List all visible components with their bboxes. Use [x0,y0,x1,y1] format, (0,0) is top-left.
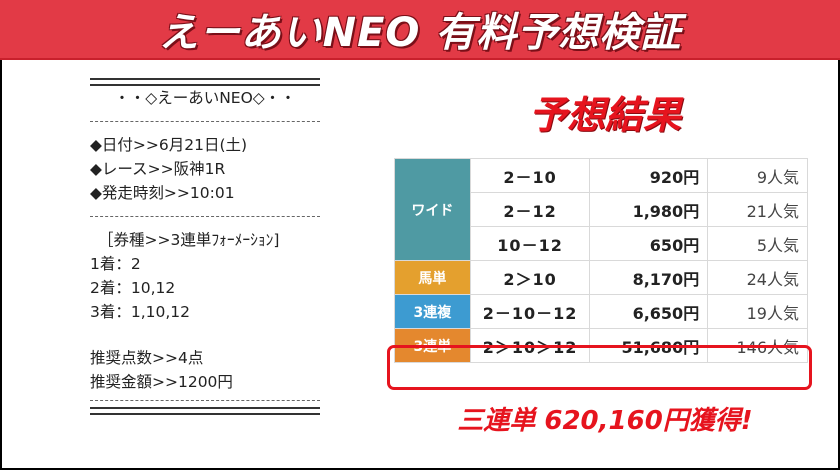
popularity-cell: 21人気 [707,192,808,227]
note-date: ◆日付>>6月21日(土) [90,136,248,154]
highlight-box [387,345,812,390]
divider-dashed [90,216,320,217]
combo-cell: 2－12 [469,192,591,227]
table-row: 10－12 650円 5人気 [395,226,808,261]
table-row: ワイド 2－10 920円 9人気 [394,158,808,261]
table-row: 3連複 2－10－12 6,650円 19人気 [394,294,808,329]
spacer [90,324,320,346]
profit-text: 三連単 620,160円獲得! [457,406,753,436]
payout-cell: 6,650円 [589,294,709,329]
note-header: ・・◇えーあいNEO◇・・ [114,89,296,107]
note-amount: 推奨金額>>1200円 [90,373,233,391]
payout-cell: 920円 [589,158,709,193]
table-row: 馬単 2＞10 8,170円 24人気 [394,260,808,295]
combo-cell: 2＞10 [469,260,591,295]
category-wide: ワイド [394,158,471,261]
note-first: 1着：2 [90,255,141,273]
banner-title: えーあいNEO 有料予想検証 [158,10,682,56]
note-time: ◆発走時刻>>10:01 [90,184,235,202]
title-banner: えーあいNEO 有料予想検証 [0,0,840,60]
combo-cell: 10－12 [469,226,591,261]
divider-double [90,78,320,86]
results-table: ワイド 2－10 920円 9人気 2－12 1,980円 21人気 10－12… [394,158,808,363]
popularity-cell: 5人気 [707,226,808,261]
payout-cell: 650円 [589,226,709,261]
note-points: 推奨点数>>4点 [90,349,204,367]
note-race: ◆レース>>阪神1R [90,160,226,178]
popularity-cell: 19人気 [707,294,808,329]
note-third: 3着：1,10,12 [90,303,191,321]
divider-double [90,407,320,415]
popularity-cell: 24人気 [707,260,808,295]
result-heading: 予想結果 [528,93,681,137]
combo-cell: 2－10 [469,158,591,193]
payout-cell: 1,980円 [589,192,709,227]
popularity-cell: 9人気 [707,158,808,193]
category-umatan: 馬単 [394,260,471,295]
prediction-note: ・・◇えーあいNEO◇・・ ◆日付>>6月21日(土) ◆レース>>阪神1R ◆… [90,78,320,415]
category-sanrenpuku: 3連複 [394,294,471,329]
note-bet-type: ［券種>>3連単ﾌｫｰﾒｰｼｮﾝ] [98,231,280,249]
payout-cell: 8,170円 [589,260,709,295]
combo-cell: 2－10－12 [469,294,591,329]
divider-dashed [90,400,320,401]
divider-dashed [90,121,320,122]
note-second: 2着：10,12 [90,279,176,297]
